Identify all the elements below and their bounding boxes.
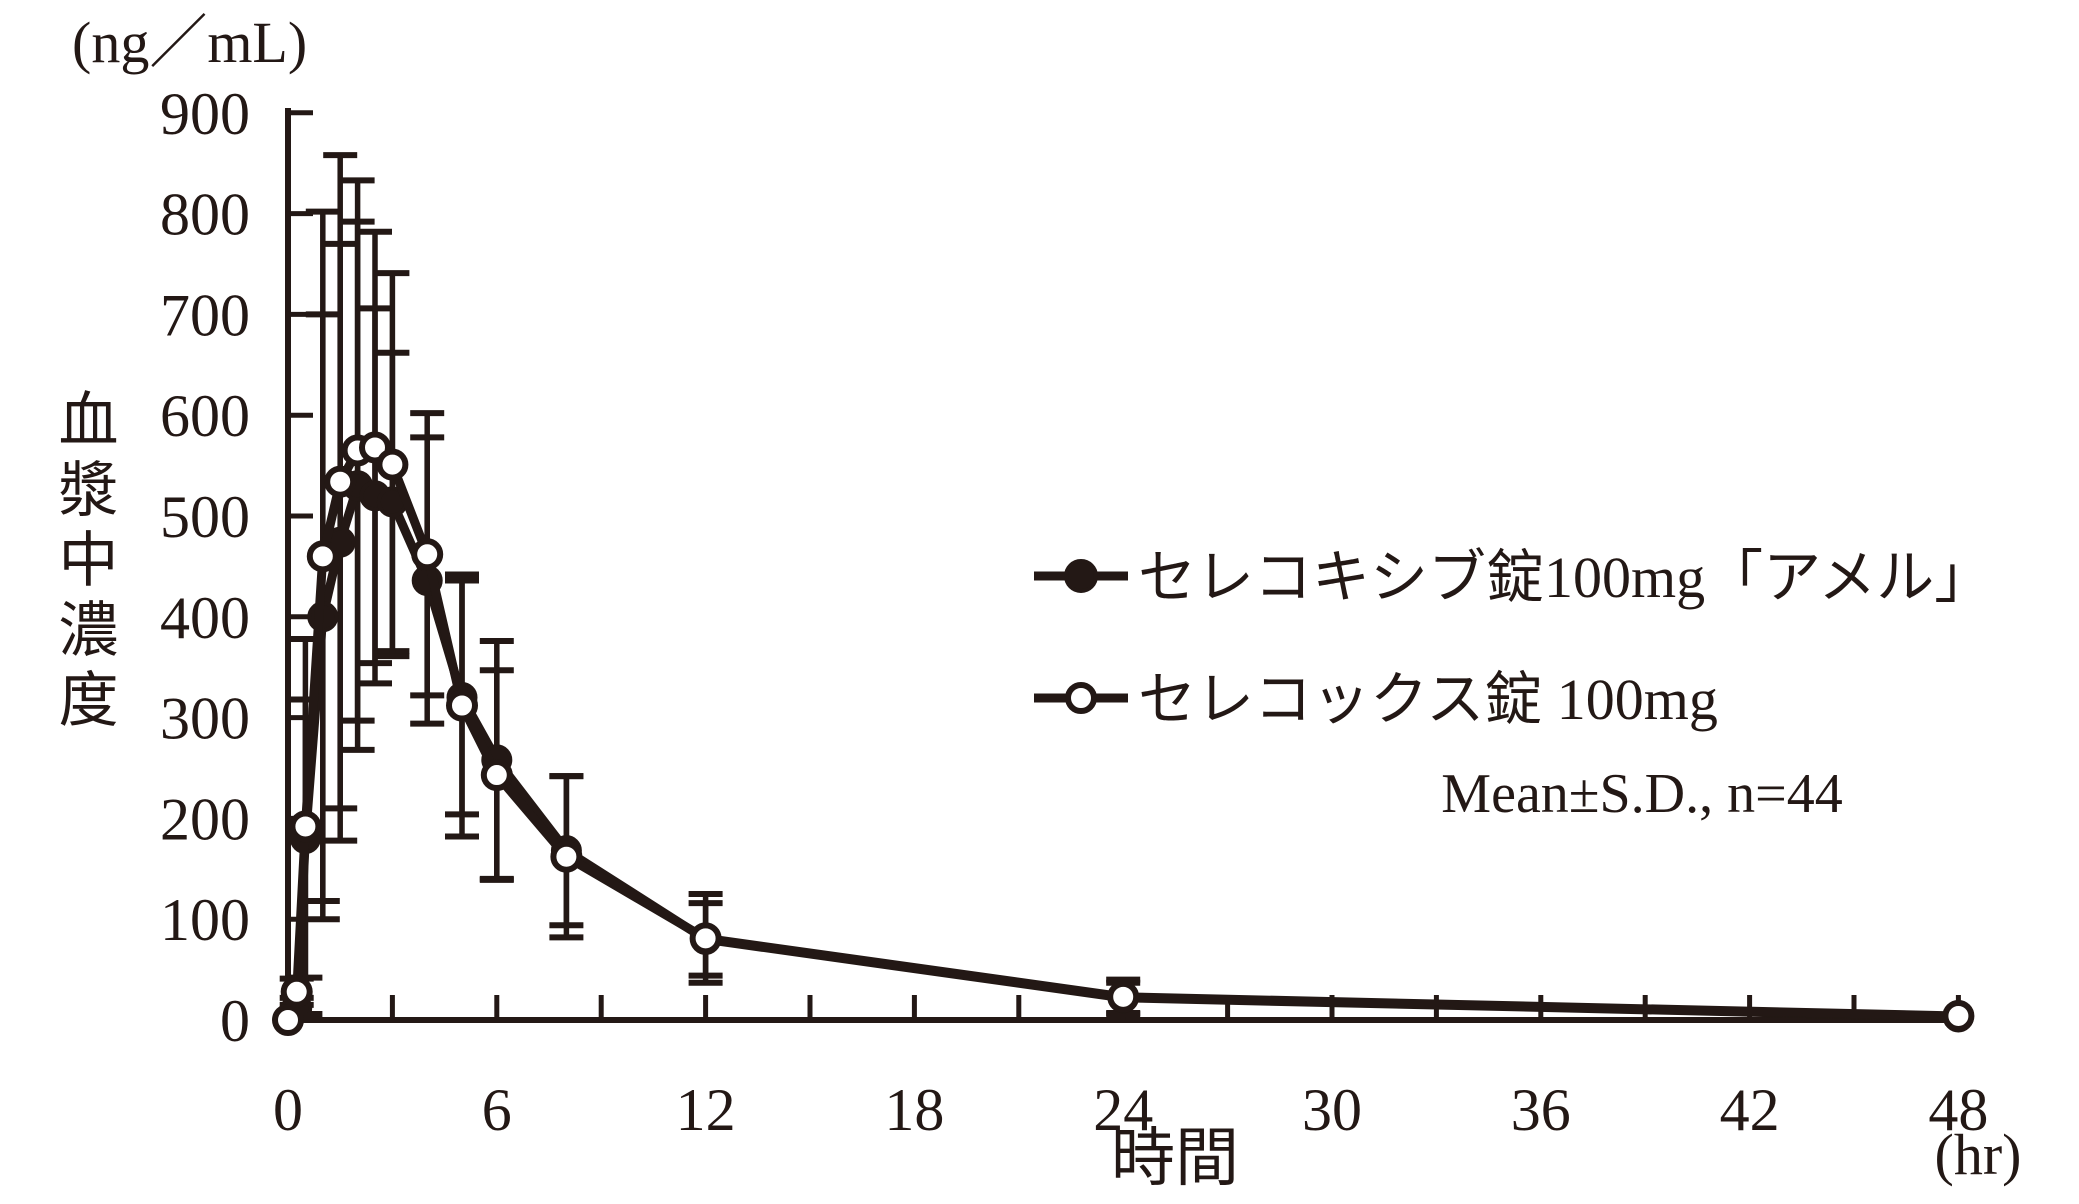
data-point-open-circle [550, 840, 583, 873]
chart-generated-layer: 0 100 200 300 400 500 600 700 800 900 0 6 12 18 24 30 36… [160, 81, 1988, 1143]
error-bars-celecox [279, 152, 1141, 1017]
y-tick-label: 900 [160, 81, 250, 147]
x-tick-label: 30 [1302, 1077, 1362, 1143]
series-markers-celecox [272, 431, 1975, 1036]
x-tick-label: 0 [273, 1077, 303, 1143]
legend-item-amel: セレコキシブ錠100mg「アメル」 [1034, 545, 1992, 610]
x-tick-label: 6 [482, 1077, 512, 1143]
legend-label-amel: セレコキシブ錠100mg「アメル」 [1138, 545, 1992, 610]
axes: 0 100 200 300 400 500 600 700 800 900 0 6 12 18 24 30 36… [160, 81, 1988, 1143]
y-tick-label: 700 [160, 282, 250, 348]
data-point-open-circle [376, 448, 409, 481]
data-point-open-circle [446, 689, 478, 722]
x-tick-label: 48 [1928, 1077, 1988, 1143]
x-tick-label: 12 [676, 1077, 736, 1143]
stats-annotation: Mean±S.D., n=44 [1441, 763, 1842, 825]
data-point-open-circle [306, 540, 339, 573]
data-point-open-circle [272, 1004, 304, 1036]
y-tick-label: 200 [160, 786, 250, 852]
error-bars-amel [279, 218, 1141, 1021]
y-tick-label: 600 [160, 383, 250, 449]
data-point-open-circle [689, 922, 722, 955]
x-axis-unit-label: (hr) [1935, 1122, 2022, 1187]
data-point-open-circle [1107, 980, 1140, 1013]
x-tick-label: 18 [884, 1077, 944, 1143]
data-point-open-circle [324, 465, 357, 498]
y-axis-title: 血漿中濃度 [50, 388, 116, 738]
y-tick-label: 0 [220, 988, 250, 1054]
legend-filled-circle-icon [1064, 559, 1098, 593]
y-tick-label: 800 [160, 182, 250, 248]
x-axis-title: 時間 [1111, 1123, 1239, 1194]
data-point-open-circle [1942, 999, 1975, 1032]
legend-label-celecox: セレコックス錠 100mg [1138, 667, 1718, 732]
y-tick-label: 500 [160, 484, 250, 550]
y-axis-unit-label: (ng／mL) [72, 10, 307, 75]
x-tick-label: 24 [1093, 1077, 1153, 1143]
y-tick-label: 300 [160, 686, 250, 752]
legend-item-celecox: セレコックス錠 100mg [1034, 667, 1718, 732]
data-point-open-circle [411, 538, 444, 571]
x-tick-label: 42 [1720, 1077, 1780, 1143]
legend: セレコキシブ錠100mg「アメル」 セレコックス錠 100mg Mean±S.D… [1034, 545, 1992, 825]
x-tick-label: 36 [1511, 1077, 1571, 1143]
data-point-open-circle [289, 810, 322, 843]
y-tick-label: 100 [160, 887, 250, 953]
y-tick-label: 400 [160, 585, 250, 651]
data-point-open-circle [480, 759, 513, 792]
series-line-celecox [283, 442, 1959, 1022]
legend-open-circle-icon [1065, 682, 1097, 714]
data-point-open-circle [280, 975, 313, 1008]
